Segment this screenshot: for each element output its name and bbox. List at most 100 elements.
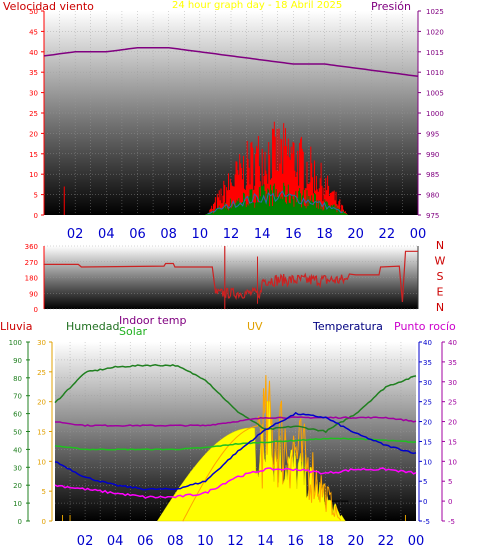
x-tick-label: 18 (317, 534, 334, 549)
rain-tick-label: 60 (13, 411, 22, 419)
y-tick-label: 0 (34, 306, 38, 314)
compass-letter: E (437, 286, 444, 299)
compass-letter: S (437, 270, 444, 283)
y-tick-label: 0 (34, 212, 38, 220)
rain-tick-label: 100 (9, 339, 22, 347)
dew-tick-label: 20 (448, 419, 457, 427)
solar-line (54, 437, 417, 451)
y-tick-label: 10 (29, 171, 38, 179)
uv-tick-label: 25 (37, 369, 46, 377)
dew-tick-label: 15 (448, 438, 457, 446)
x-tick-label: 06 (129, 227, 146, 242)
x-tick-label: 00 (410, 227, 427, 242)
temp-tick-label: 0 (423, 498, 427, 506)
y-tick-label: 45 (29, 28, 38, 36)
uv-line (182, 375, 341, 522)
temp-tick-label: 35 (423, 359, 432, 367)
x-tick-label: 12 (227, 534, 244, 549)
temp-tick-label: 20 (423, 419, 432, 427)
indoor-label: Indoor temp (119, 314, 187, 327)
y-tick-label: 15 (29, 151, 38, 159)
wind-label: Velocidad viento (3, 0, 94, 13)
pressure-label: Presión (371, 0, 411, 13)
dew-tick-label: 35 (448, 359, 457, 367)
dew-point-line (54, 467, 417, 499)
rain-label: Lluvia (0, 320, 33, 333)
y-tick-label: 40 (29, 49, 38, 57)
rain-tick-label: 80 (13, 375, 22, 383)
rain-tick-label: 50 (13, 429, 22, 437)
dew-tick-label: 30 (448, 379, 457, 387)
uv-tick-label: 10 (37, 458, 46, 466)
x-tick-label: 10 (192, 227, 209, 242)
x-tick-label: 20 (347, 227, 364, 242)
dew-label: Punto rocío (394, 320, 456, 333)
temperature-line (54, 411, 417, 491)
y2-tick-label: 1015 (426, 49, 444, 57)
y-tick-label: 20 (29, 130, 38, 138)
uv-tick-label: 20 (37, 399, 46, 407)
x-tick-label: 02 (77, 534, 94, 549)
dew-tick-label: -5 (448, 518, 455, 526)
dew-tick-label: 0 (448, 498, 452, 506)
temp-tick-label: 25 (423, 399, 432, 407)
dew-tick-label: 10 (448, 458, 457, 466)
wind-direction-line (43, 250, 418, 303)
y-tick-label: 30 (29, 90, 38, 98)
y-tick-label: 5 (34, 192, 38, 200)
compass-letter: W (435, 255, 446, 268)
rain-tick-label: 10 (13, 500, 22, 508)
x-tick-label: 08 (167, 534, 184, 549)
x-tick-label: 04 (107, 534, 124, 549)
x-tick-label: 06 (137, 534, 154, 549)
x-tick-label: 02 (67, 227, 84, 242)
y2-tick-label: 1025 (426, 8, 444, 16)
temp-tick-label: 30 (423, 379, 432, 387)
y2-tick-label: 1000 (426, 110, 444, 118)
y2-tick-label: 980 (426, 192, 439, 200)
y2-tick-label: 995 (426, 130, 439, 138)
y2-tick-label: 990 (426, 151, 439, 159)
y-tick-label: 180 (25, 275, 38, 283)
solar-label: Solar (119, 325, 148, 338)
x-tick-label: 08 (160, 227, 177, 242)
x-tick-label: 18 (316, 227, 333, 242)
dew-tick-label: 40 (448, 339, 457, 347)
indoor-temp-line (55, 416, 417, 427)
rain-tick-label: 30 (13, 464, 22, 472)
temp-tick-label: 5 (423, 478, 427, 486)
rain-tick-label: 90 (13, 357, 22, 365)
compass-letter: N (436, 239, 444, 252)
uv-tick-label: 5 (42, 488, 46, 496)
temp-tick-label: -5 (423, 518, 430, 526)
uv-label: UV (247, 320, 263, 333)
temp-label: Temperatura (313, 320, 383, 333)
temp-tick-label: 10 (423, 458, 432, 466)
y2-tick-label: 975 (426, 212, 439, 220)
x-tick-label: 04 (98, 227, 115, 242)
y-tick-label: 270 (25, 259, 38, 267)
y-tick-label: 90 (29, 290, 38, 298)
temp-tick-label: 40 (423, 339, 432, 347)
x-tick-label: 16 (285, 227, 302, 242)
rain-tick-label: 20 (13, 482, 22, 490)
uv-tick-label: 15 (37, 429, 46, 437)
temp-tick-label: 15 (423, 438, 432, 446)
y2-tick-label: 1005 (426, 90, 444, 98)
pressure-line (43, 46, 419, 78)
x-tick-label: 00 (408, 534, 425, 549)
compass-letter: N (436, 301, 444, 314)
chart-title: 24 hour graph day - 18 Abril 2025 (172, 0, 343, 11)
y-tick-label: 35 (29, 69, 38, 77)
y-tick-label: 360 (25, 243, 38, 251)
rain-tick-label: 0 (18, 518, 22, 526)
x-tick-label: 14 (254, 227, 271, 242)
dew-tick-label: 5 (448, 478, 452, 486)
y2-tick-label: 1010 (426, 69, 444, 77)
x-tick-label: 22 (379, 227, 396, 242)
y-tick-label: 25 (29, 110, 38, 118)
uv-tick-label: 30 (37, 339, 46, 347)
x-tick-label: 10 (197, 534, 214, 549)
humidity-label: Humedad (66, 320, 120, 333)
